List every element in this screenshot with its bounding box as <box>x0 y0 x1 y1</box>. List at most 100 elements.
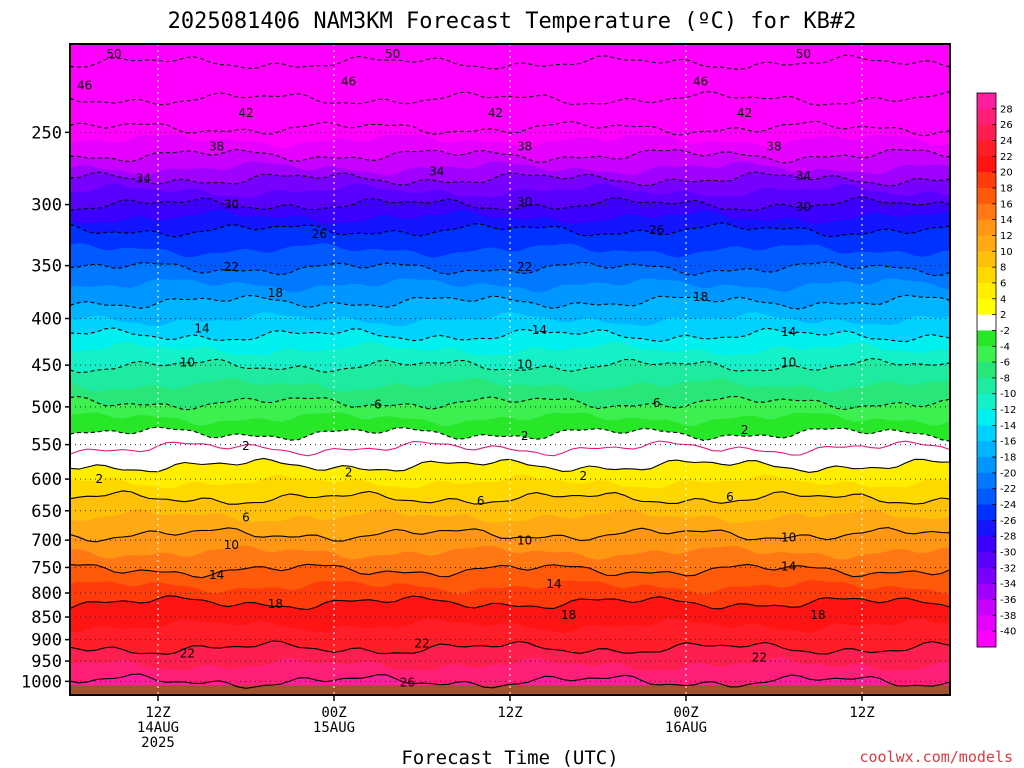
isotherm-line <box>70 90 950 106</box>
contour-label: 42 <box>238 106 253 120</box>
colorbar-swatch <box>977 362 996 379</box>
colorbar-swatch <box>977 631 996 648</box>
y-tick-label: 850 <box>31 608 62 628</box>
contour-label: 18 <box>268 597 283 611</box>
isotherm-line <box>70 294 950 310</box>
colorbar-label: -24 <box>1000 500 1016 511</box>
colorbar-swatch <box>977 330 996 347</box>
y-tick-label: 800 <box>31 584 62 604</box>
isotherm-line <box>70 673 950 689</box>
x-tick-label: 16AUG <box>665 720 707 736</box>
colorbar-frame <box>976 92 997 648</box>
contour-label: 14 <box>532 323 547 337</box>
y-tick-label: 400 <box>31 310 62 330</box>
contour-label: 6 <box>726 490 734 504</box>
x-tick-label: 12Z <box>145 705 170 721</box>
contour-label: 42 <box>737 106 752 120</box>
y-tick-label: 450 <box>31 356 62 376</box>
isotherm-line <box>70 595 950 611</box>
contour-label: 6 <box>653 396 661 410</box>
colorbar-label: -26 <box>1000 516 1016 527</box>
colorbar-swatch <box>977 441 996 458</box>
contour-label: 6 <box>374 397 382 411</box>
colorbar-label: -20 <box>1000 468 1016 479</box>
colorbar-swatch <box>977 156 996 173</box>
contour-label: 50 <box>796 47 811 61</box>
contour-label: 46 <box>77 78 92 92</box>
contour-label: 10 <box>781 530 796 544</box>
colorbar-label: 14 <box>1000 215 1013 226</box>
colorbar-swatch <box>977 251 996 268</box>
colorbar-label: 10 <box>1000 247 1013 258</box>
colorbar-label: -38 <box>1000 611 1016 622</box>
colorbar-swatch <box>977 219 996 236</box>
x-tick-label: 2025 <box>141 735 175 751</box>
colorbar-label: 16 <box>1000 199 1013 210</box>
contour-label: 2 <box>242 439 250 453</box>
contour-label: 34 <box>796 169 811 183</box>
contour-label: 6 <box>477 494 485 508</box>
contour-label: 50 <box>106 47 121 61</box>
contour-label: 38 <box>517 139 532 153</box>
colorbar-label: 28 <box>1000 104 1013 115</box>
colorbar-swatch <box>977 298 996 315</box>
colorbar-label: -34 <box>1000 579 1016 590</box>
isotherm-line <box>70 196 950 212</box>
x-tick-label: 15AUG <box>313 720 355 736</box>
contour-label: 42 <box>488 106 503 120</box>
colorbar-swatch <box>977 187 996 205</box>
colorbar-swatch <box>977 267 996 284</box>
colorbar-swatch <box>977 520 996 537</box>
contour-label: 18 <box>810 608 825 622</box>
ground <box>70 685 950 695</box>
colorbar-swatch <box>977 599 996 616</box>
isotherm-line <box>70 171 950 187</box>
y-tick-label: 300 <box>31 196 62 216</box>
contour-label: 2 <box>96 472 104 486</box>
colorbar-label: 6 <box>1000 278 1006 289</box>
credit-link[interactable]: coolwx.com/models <box>859 748 1013 766</box>
contour-label: 46 <box>693 75 708 89</box>
contour-label: 10 <box>517 534 532 548</box>
contour-label: 22 <box>517 260 532 274</box>
contour-label: 10 <box>224 538 239 552</box>
y-tick-label: 550 <box>31 436 62 456</box>
colorbar-label: -2 <box>1000 326 1010 337</box>
colorbar-swatch <box>977 583 996 600</box>
x-tick-label: 14AUG <box>137 720 179 736</box>
isotherm-line <box>70 261 950 277</box>
colorbar-swatch <box>977 314 996 331</box>
contour-label: 6 <box>242 510 250 524</box>
y-tick-label: 950 <box>31 652 62 672</box>
contour-label: 14 <box>781 559 796 573</box>
x-tick-label: 12Z <box>849 705 874 721</box>
y-tick-label: 600 <box>31 470 62 490</box>
colorbar-swatch <box>977 472 996 490</box>
contour-label: 38 <box>209 139 224 153</box>
contour-label: 38 <box>766 139 781 153</box>
contour-label: 34 <box>136 172 151 186</box>
contour-label: 30 <box>224 198 239 212</box>
colorbar-swatch <box>977 235 996 252</box>
colorbar-label: -8 <box>1000 373 1010 384</box>
colorbar-swatch <box>977 409 996 426</box>
colorbar-label: -14 <box>1000 421 1016 432</box>
contour-label: 22 <box>224 260 239 274</box>
colorbar-swatch <box>977 504 996 521</box>
contour-label: 34 <box>429 165 444 179</box>
contour-label: 30 <box>796 200 811 214</box>
colorbar-swatch <box>977 172 996 189</box>
y-tick-label: 900 <box>31 631 62 651</box>
colorbar-label: 22 <box>1000 152 1013 163</box>
colorbar-swatch <box>977 615 996 632</box>
y-tick-label: 250 <box>31 123 62 143</box>
contour-label: 14 <box>781 325 796 339</box>
y-tick-label: 350 <box>31 257 62 277</box>
contour-label: 30 <box>517 195 532 209</box>
colorbar-label: 4 <box>1000 294 1006 305</box>
colorbar-swatch <box>977 124 996 141</box>
contour-label: 10 <box>781 355 796 369</box>
colorbar-swatch <box>977 346 996 363</box>
